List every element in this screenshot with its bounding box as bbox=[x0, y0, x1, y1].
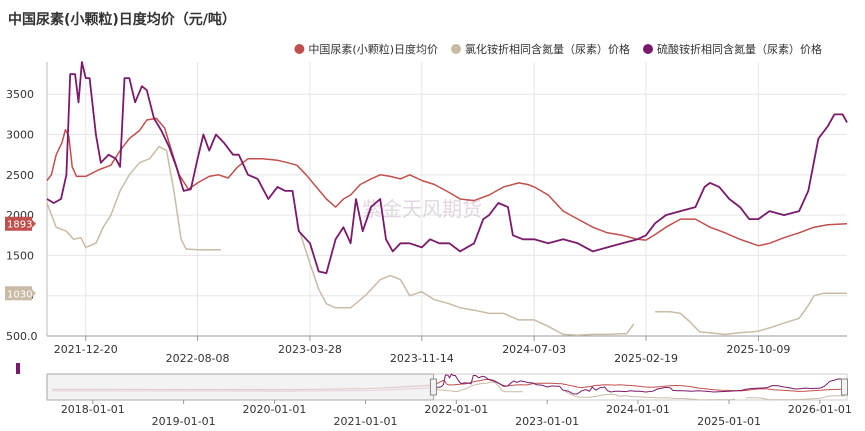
navigator-tick-label: 2026-01-01 bbox=[788, 403, 852, 416]
legend-label: 中国尿素(小颗粒)日度均价 bbox=[308, 42, 438, 56]
y-tick-label: 3000 bbox=[6, 129, 34, 142]
series-line-3[interactable] bbox=[46, 61, 848, 274]
x-tick-label: 2023-11-14 bbox=[390, 352, 454, 365]
navigator-tick-label: 2024-01-01 bbox=[606, 403, 670, 416]
x-tick-label: 2024-07-03 bbox=[502, 343, 566, 356]
legend-item-3[interactable]: 硫酸铵折相同含氮量（尿素）价格 bbox=[643, 42, 822, 56]
legend-marker bbox=[643, 44, 653, 54]
legend-item-2[interactable]: 氯化铵折相同含氮量（尿素）价格 bbox=[451, 42, 630, 56]
legend[interactable]: 中国尿素(小颗粒)日度均价 氯化铵折相同含氮量（尿素）价格 硫酸铵折相同含氮量（尿素… bbox=[294, 42, 822, 56]
range-navigator[interactable]: 2018-01-01 2019-01-01 2020-01-01 2021-01-01… bbox=[16, 363, 852, 428]
y-tick-label: 2500 bbox=[6, 169, 34, 182]
y-tick-label: 500.0 bbox=[6, 330, 38, 343]
end-badge-label: 1893 bbox=[7, 220, 32, 231]
y-tick-label: 1500 bbox=[6, 249, 34, 262]
y-tick-label: 3500 bbox=[6, 88, 34, 101]
legend-marker bbox=[451, 44, 461, 54]
end-badge-pointer bbox=[32, 289, 36, 298]
navigator-history-line bbox=[51, 387, 434, 392]
x-tick-label: 2023-03-28 bbox=[278, 343, 342, 356]
legend-marker bbox=[294, 44, 305, 54]
navigator-right-handle[interactable] bbox=[841, 378, 849, 396]
end-value-badges: 1893 1030 bbox=[5, 216, 36, 301]
series-lines bbox=[46, 61, 848, 336]
navigator-tick-label: 2020-01-01 bbox=[242, 403, 306, 416]
navigator-tick-label: 2025-01-01 bbox=[697, 415, 761, 428]
end-badge-2: 1030 bbox=[5, 286, 36, 301]
navigator-series-2 bbox=[433, 381, 845, 401]
legend-item-1[interactable]: 中国尿素(小颗粒)日度均价 bbox=[294, 42, 438, 56]
legend-label: 硫酸铵折相同含氮量（尿素）价格 bbox=[657, 42, 822, 56]
navigator-tick-label: 2023-01-01 bbox=[515, 415, 579, 428]
navigator-series-3 bbox=[433, 373, 845, 395]
navigator-tick-label: 2018-01-01 bbox=[61, 403, 125, 416]
navigator-tick-label: 2019-01-01 bbox=[152, 415, 216, 428]
end-badge-bg bbox=[5, 286, 32, 301]
navigator-series-1 bbox=[433, 378, 845, 392]
navigator-history-line bbox=[51, 384, 434, 391]
end-badge-1: 1893 bbox=[5, 216, 36, 231]
navigator-left-handle[interactable] bbox=[429, 378, 437, 396]
chart-title: 中国尿素(小颗粒)日度均价（元/吨） bbox=[8, 12, 236, 28]
legend-label: 氯化铵折相同含氮量（尿素）价格 bbox=[465, 42, 630, 56]
end-badge-pointer bbox=[32, 219, 36, 228]
navigator-frame bbox=[46, 373, 848, 401]
navigator-tick-label: 2021-01-01 bbox=[334, 415, 398, 428]
navigator-toggle-icon[interactable] bbox=[16, 363, 20, 374]
x-tick-label: 2021-12-20 bbox=[54, 343, 118, 356]
end-badge-label: 1030 bbox=[7, 289, 32, 300]
x-tick-label: 2025-02-19 bbox=[614, 352, 678, 365]
end-badge-bg bbox=[5, 216, 32, 231]
navigator-unselected-mask bbox=[46, 373, 434, 401]
series-line-2[interactable] bbox=[46, 145, 847, 336]
grid-lines bbox=[47, 62, 847, 337]
series-line-1[interactable] bbox=[46, 117, 848, 247]
navigator-tick-label: 2022-01-01 bbox=[424, 403, 488, 416]
x-tick-label: 2022-08-08 bbox=[166, 352, 230, 365]
x-tick-label: 2025-10-09 bbox=[726, 343, 790, 356]
